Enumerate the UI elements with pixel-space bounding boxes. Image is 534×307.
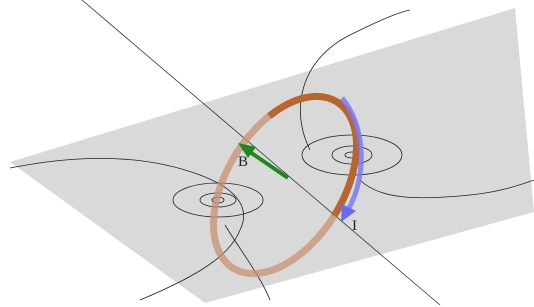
page: B I (() => { const data = JSON.parse(doc…	[0, 0, 534, 307]
plane	[10, 8, 534, 303]
field-label: B	[238, 154, 248, 170]
current-label: I	[352, 218, 357, 234]
diagram: B I	[0, 0, 534, 307]
